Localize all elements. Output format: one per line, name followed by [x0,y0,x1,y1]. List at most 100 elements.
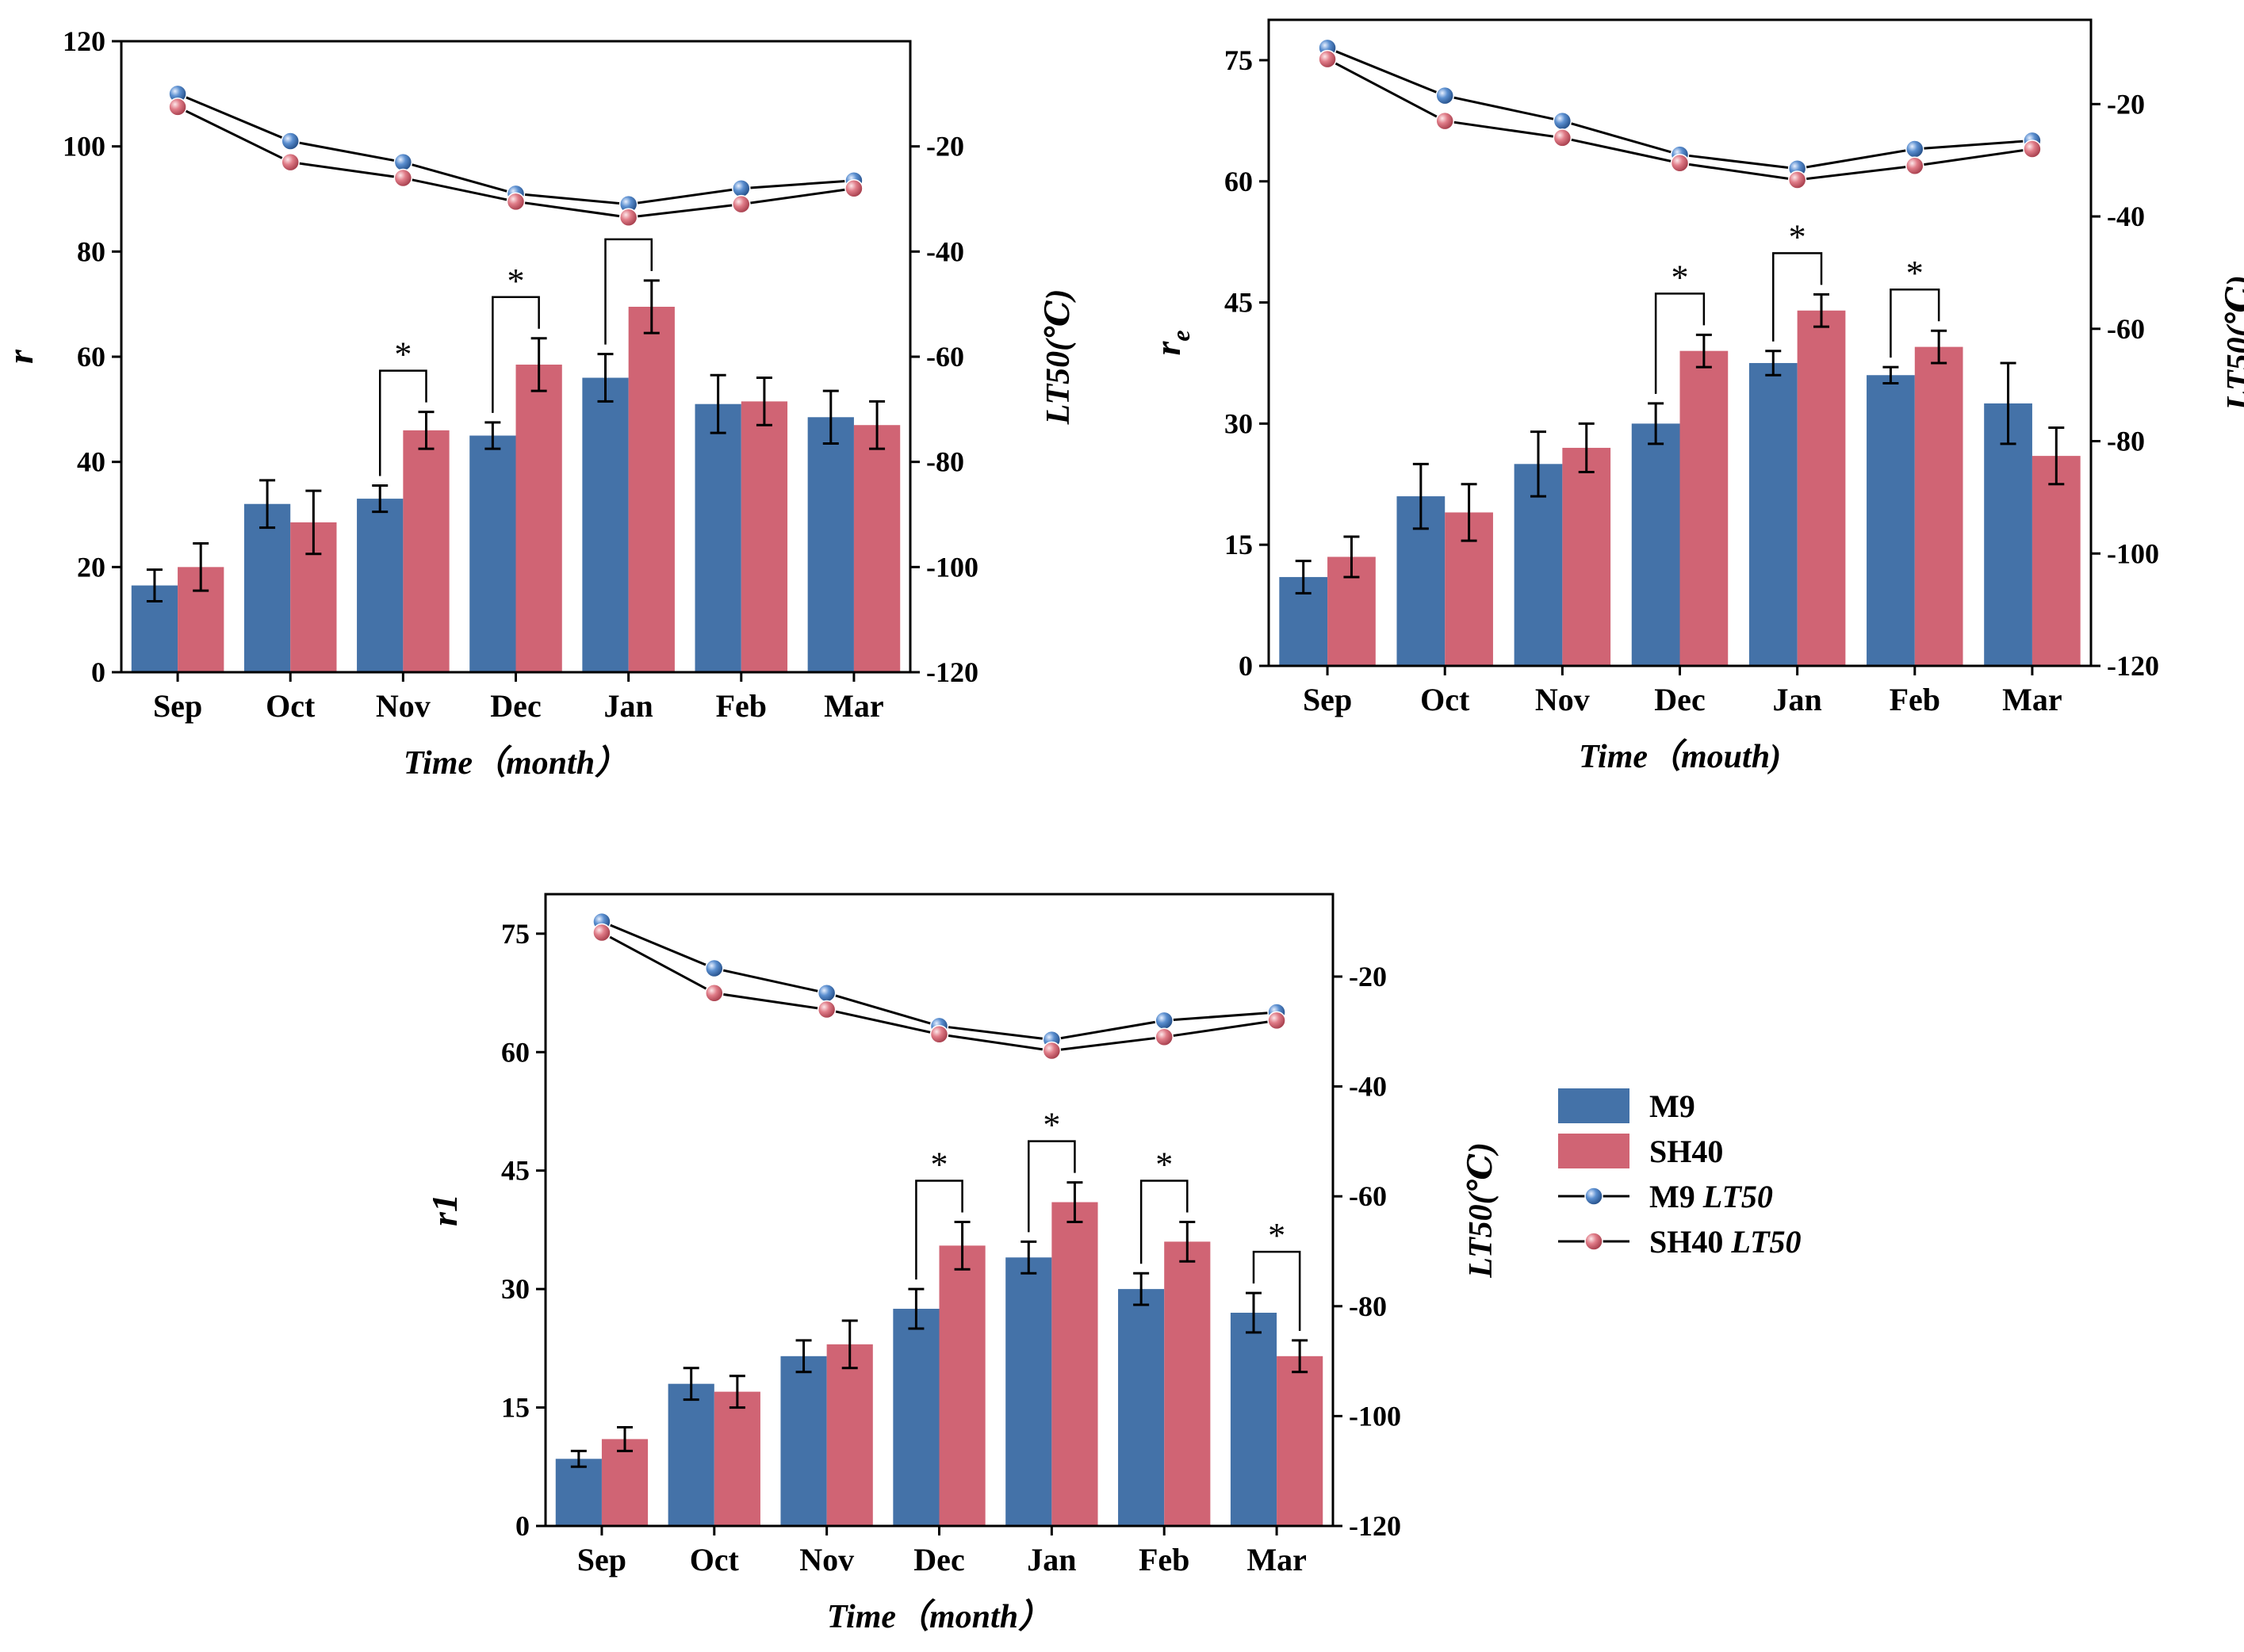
x-tick-label-feb: Feb [1890,682,1940,717]
legend-label-text: M9 [1649,1088,1695,1124]
bar-sh40-mar [853,425,901,672]
error-bar-sh40-mar [869,400,886,450]
significance-star-mar: * [1268,1216,1285,1255]
y-axis-title-subscript: e [1166,330,1195,341]
y-tick-label: 75 [501,918,530,950]
error-bar-m9-dec [908,1287,925,1330]
bar-sh40-nov [403,430,450,672]
bar-m9-oct [243,503,291,672]
lt50-marker-sh40-feb [1905,156,1924,176]
lt50-marker-m9-oct [281,132,300,151]
bar-sh40-jan [1051,1202,1098,1526]
significance-bracket-nov [378,369,427,476]
bar-m9-jan [1005,1257,1052,1526]
bar-sh40-mar [1277,1356,1323,1526]
bar-sh40-oct [714,1391,760,1526]
lt50-marker-sh40-dec [1670,153,1690,173]
bar-m9-nov [357,499,404,672]
bar-sh40-feb [1164,1241,1211,1526]
significance-bracket-dec [915,1180,963,1280]
significance-star-feb: * [1906,254,1924,293]
significance-bracket-dec [1654,293,1706,394]
error-bar-sh40-jan [643,279,660,335]
bar-m9-mar [1230,1313,1277,1526]
error-bar-sh40-mar [1292,1339,1308,1374]
bar-sh40-mar [2031,456,2081,666]
y2-tick-label: -100 [2107,537,2159,569]
error-bar-sh40-feb [756,377,772,426]
lt50-marker-sh40-jan [1042,1041,1062,1061]
bar-m9-feb [1867,375,1915,666]
x-tick-label-oct: Oct [1420,682,1470,717]
lt50-marker-sh40-sep [1318,49,1337,69]
x-tick-label-oct: Oct [266,688,316,724]
bar-m9-feb [1118,1289,1165,1526]
error-bar-m9-oct [259,479,276,530]
error-bar-sh40-jan [1813,293,1830,328]
y2-tick-label: -20 [1349,961,1387,992]
bar-m9-dec [469,435,516,672]
lt50-marker-m9-nov [1553,111,1572,131]
lt50-marker-sh40-oct [281,152,300,172]
x-axis-title: Time（mouth) [1579,738,1781,775]
y2-tick-label: -80 [1349,1291,1387,1322]
lt50-marker-sh40-jan [618,208,638,227]
error-bar-m9-nov [372,484,389,514]
error-bar-m9-feb [1882,365,1899,384]
lt50-marker-sh40-nov [393,168,413,188]
significance-star-feb: * [1155,1145,1173,1184]
lt50-marker-m9-feb [732,178,751,198]
x-tick-label-nov: Nov [799,1542,854,1577]
error-bar-sh40-feb [1931,329,1947,365]
chart-panels: * * * 0 20 40 60 80 100 120 -120 -100 -80 -60 -40 -20 Se… [0,18,2244,1635]
lt50-marker-m9-oct [1435,86,1454,105]
bar-sh40-jan [1797,310,1846,666]
lt50-marker-sh40-mar [1267,1011,1286,1031]
y-tick-label: 120 [63,25,105,57]
bar-sh40-dec [1679,350,1729,666]
y-axis-title: r [0,349,40,364]
lt50-marker-sh40-mar [844,178,864,198]
lt50-marker-m9-feb [1905,140,1924,159]
y-tick-label: 80 [77,235,105,267]
y-tick-label: 45 [501,1155,530,1187]
y2-tick-label: -120 [1349,1510,1401,1542]
x-tick-label-dec: Dec [490,688,541,724]
significance-bracket-jan [604,238,653,345]
bar-sh40-nov [1562,447,1611,666]
x-tick-label-nov: Nov [1535,682,1590,717]
bar-m9-sep [555,1459,602,1526]
bar-sh40-nov [826,1344,873,1526]
legend-item-sh40-bar: SH40 [1558,1134,1723,1169]
error-bar-m9-mar [1245,1291,1262,1334]
y2-tick-label: -40 [2107,201,2145,232]
lt50-marker-sh40-feb [732,194,751,214]
error-bar-sh40-sep [1343,535,1360,579]
error-bar-m9-oct [683,1367,699,1402]
bar-m9-jan [582,377,629,672]
error-bar-m9-nov [1530,430,1546,498]
error-bar-m9-sep [146,568,163,602]
y2-tick-label: -100 [926,551,978,583]
y-tick-label: 0 [1239,650,1253,682]
y-tick-label: 15 [501,1392,530,1424]
y2-tick-label: -40 [926,235,964,267]
legend-label-text: M9 [1649,1179,1703,1214]
error-bar-sh40-sep [617,1425,634,1452]
significance-bracket-jan [1028,1140,1076,1233]
y2-tick-label: -100 [1349,1400,1401,1432]
error-bar-m9-sep [570,1449,587,1468]
significance-bracket-mar [1252,1250,1301,1331]
x-tick-label-mar: Mar [2002,682,2062,717]
legend-item-sh40-line: SH40 LT50 [1558,1224,1802,1260]
legend-label: M9 [1649,1088,1695,1124]
error-bar-m9-jan [597,353,614,403]
significance-star-dec: * [1672,258,1689,296]
y-axis-title: r1 [424,1194,465,1226]
y2-tick-label: -60 [1349,1180,1387,1212]
y-tick-label: 30 [501,1273,530,1305]
legend-label: SH40 LT50 [1649,1224,1802,1260]
bar-m9-mar [807,417,854,672]
y2-axis-title: LT50(℃) [2221,275,2244,411]
